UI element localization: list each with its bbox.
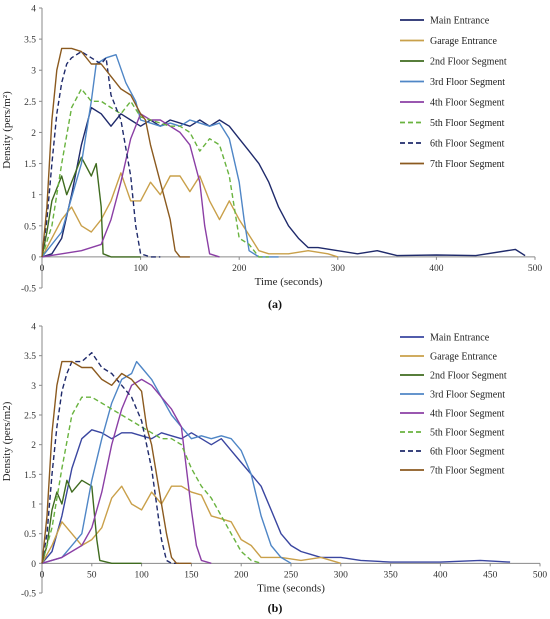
y-tick-label: 0 — [31, 560, 36, 570]
y-tick-label: 3 — [31, 382, 36, 392]
legend-label: 7th Floor Segment — [430, 466, 505, 477]
x-tick-label: 100 — [134, 570, 149, 580]
y-axis-label: Density (pers/m²) — [1, 91, 13, 169]
y-tick-label: 0.5 — [24, 222, 36, 232]
y-axis-label: Density (pers/m2) — [1, 401, 13, 481]
y-tick-label: -0.5 — [21, 285, 36, 295]
y-tick-label: 2 — [31, 129, 36, 139]
y-tick-label: 1 — [31, 501, 36, 511]
legend-label: Garage Entrance — [430, 36, 497, 47]
x-tick-label: 500 — [528, 264, 543, 274]
series-line-2nd-floor-segment — [41, 479, 142, 564]
x-tick-label: 500 — [533, 570, 548, 580]
series-line-main-entrance — [41, 106, 526, 258]
x-tick-label: 450 — [483, 570, 498, 580]
legend: Main Entrance Garage Entrance 2nd Floor Se… — [400, 16, 507, 170]
legend-label: 6th Floor Segment — [430, 139, 505, 150]
x-tick-label: 300 — [331, 264, 346, 274]
y-tick-label: 2.5 — [24, 98, 36, 108]
series-line-garage-entrance — [41, 485, 341, 564]
series-line-2nd-floor-segment — [41, 156, 141, 258]
legend-label: 4th Floor Segment — [430, 409, 505, 420]
series-line-3rd-floor-segment — [41, 360, 292, 564]
x-tick-label: 300 — [334, 570, 349, 580]
legend-label: Main Entrance — [430, 333, 490, 344]
legend-label: 7th Floor Segment — [430, 159, 505, 170]
x-tick-label: 50 — [87, 570, 97, 580]
y-tick-label: 3.5 — [24, 36, 36, 46]
series-line-6th-floor-segment — [41, 352, 182, 564]
x-axis-label: Time (seconds) — [257, 582, 325, 594]
legend-label: 3rd Floor Segment — [430, 77, 505, 88]
y-tick-label: -0.5 — [21, 590, 36, 600]
y-tick-label: 4 — [31, 5, 36, 15]
chart-panel-a: -0.5 0 0.5 1 1.5 2 2.5 3 3.5 4 0 100 200 300 400 500 Tim… — [1, 5, 542, 312]
series-line-6th-floor-segment — [41, 50, 161, 258]
legend-label: Garage Entrance — [430, 352, 497, 363]
y-tick-label: 4 — [31, 323, 36, 333]
legend-label: 6th Floor Segment — [430, 447, 505, 458]
legend-label: 5th Floor Segment — [430, 118, 505, 129]
x-tick-label: 400 — [429, 264, 444, 274]
y-tick-label: 2 — [31, 441, 36, 451]
legend-label: 3rd Floor Segment — [430, 390, 505, 401]
chart-panel-b: -0.5 0 0.5 1 1.5 2 2.5 3 3.5 4 0 50 100 150 200 250 300 3… — [1, 323, 547, 616]
y-tick-label: 2.5 — [24, 412, 36, 422]
series-line-main-entrance — [41, 429, 511, 564]
legend-label: 2nd Floor Segment — [430, 371, 507, 382]
x-tick-label: 0 — [40, 264, 45, 274]
series-line-4th-floor-segment — [41, 378, 212, 564]
x-tick-label: 100 — [133, 264, 148, 274]
series-line-5th-floor-segment — [41, 88, 269, 258]
series-line-5th-floor-segment — [41, 396, 262, 564]
legend-label: 4th Floor Segment — [430, 98, 505, 109]
panel-label: (a) — [268, 297, 282, 311]
series-line-garage-entrance — [41, 172, 339, 258]
x-tick-label: 250 — [284, 570, 299, 580]
series-line-7th-floor-segment — [41, 360, 192, 564]
x-tick-label: 350 — [383, 570, 398, 580]
legend-label: 5th Floor Segment — [430, 428, 505, 439]
y-tick-label: 1 — [31, 191, 36, 201]
series-line-4th-floor-segment — [41, 113, 220, 258]
series-line-7th-floor-segment — [41, 47, 190, 258]
x-tick-label: 0 — [40, 570, 45, 580]
y-tick-label: 3 — [31, 67, 36, 77]
x-tick-label: 200 — [232, 264, 247, 274]
legend: Main Entrance Garage Entrance 2nd Floor Se… — [400, 333, 507, 477]
y-tick-label: 3.5 — [24, 352, 36, 362]
x-tick-label: 200 — [234, 570, 249, 580]
y-tick-label: 0.5 — [24, 530, 36, 540]
x-tick-label: 400 — [433, 570, 448, 580]
x-tick-label: 150 — [184, 570, 199, 580]
legend-label: Main Entrance — [430, 16, 490, 27]
y-tick-label: 1.5 — [24, 471, 36, 481]
legend-label: 2nd Floor Segment — [430, 57, 507, 68]
x-axis-label: Time (seconds) — [255, 276, 323, 288]
panel-label: (b) — [268, 601, 283, 615]
y-tick-label: 1.5 — [24, 160, 36, 170]
y-tick-label: 0 — [31, 253, 36, 263]
